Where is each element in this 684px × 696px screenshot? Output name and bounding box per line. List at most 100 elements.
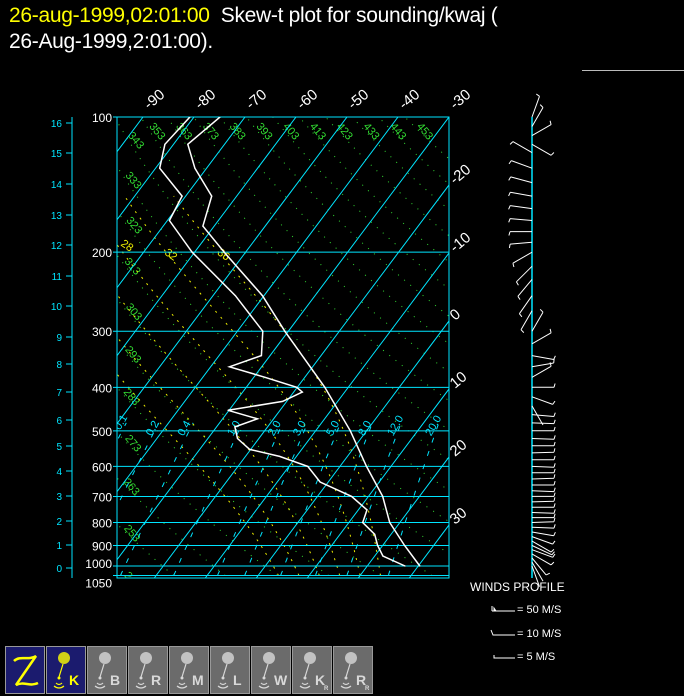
wind-barb [508,231,532,236]
dewpoint-point [264,376,266,378]
wind-barb [532,503,556,508]
toolbar-button-r[interactable]: R [128,646,168,694]
isotherm-line [117,117,348,425]
wind-barb [531,463,556,468]
dewpoint-point [228,366,231,368]
dewpoint-point [319,481,321,483]
wind-barb [518,295,533,318]
height-label: 8 [56,360,62,371]
wind-barb [508,218,533,223]
dry-adiabat-line [117,386,329,576]
sonde-dot-icon [262,676,266,680]
mixing-ratio-label: 2.0 [266,419,284,438]
radiosonde-icon [340,663,352,689]
wind-barb [532,492,556,497]
radiosonde-icon [53,663,65,689]
dry-adiabat-label: 343 [125,130,146,152]
dewpoint-point [234,295,237,297]
isotherm-right-label: 30 [447,504,471,528]
isotherm-top-label: -80 [192,86,220,113]
temperature-point [223,251,225,253]
dry-adiabat-line [117,477,226,576]
balloon-icon [58,652,70,664]
height-label: 5 [56,442,62,453]
dry-adiabat-label: 393 [254,121,275,143]
divider [582,70,684,71]
moist-adiabat-line [124,195,361,576]
winds-legend-title: WINDS PROFILE [470,580,565,594]
isotherm-line [117,117,297,357]
temperature-point [211,195,213,197]
wind-barb [532,480,556,486]
button-label: K [315,672,325,688]
sonde-dot-icon [139,676,143,680]
wind-barb [531,509,556,514]
dewpoint-point [191,251,193,253]
sonde-dot-icon [221,676,225,680]
legend-10ms: = 10 M/S [517,628,562,640]
dewpoint-line [158,117,406,567]
wind-barb [531,93,540,118]
wind-barb [531,419,556,425]
toolbar-button-zoom[interactable] [5,646,45,694]
isotherm-line [117,117,449,561]
wind-barb [531,561,544,582]
mixing-ratio-line [217,422,284,576]
height-label: 9 [56,333,62,344]
wind-barb [532,455,556,461]
radiosonde-icon [135,663,147,689]
wind-barb [531,549,556,558]
wind-barb [520,310,533,333]
wind-barb [531,553,555,566]
dewpoint-point [366,509,368,511]
sonde-dot-icon [344,676,348,680]
dry-adiabat-label: 383 [227,121,248,143]
balloon-icon [140,652,152,664]
moist-adiabat-label: 20 [50,253,67,270]
balloon-icon [99,652,111,664]
temperature-point [261,295,264,297]
isotherm-line [153,184,449,578]
wind-barb [531,497,556,503]
dewpoint-point [164,143,166,145]
moist-adiabat-label: 24 [76,247,93,264]
toolbar-button-l[interactable]: L [210,646,250,694]
moist-adiabat-label: 28 [118,238,135,255]
temperature-point [365,465,368,467]
isotherm-right-label: -20 [447,161,475,188]
dewpoint-point [404,565,406,567]
sonde-dot-icon [57,676,61,680]
toolbar-button-k[interactable]: K [46,646,86,694]
isotherm-line [204,252,449,578]
isotherm-right-label: -10 [447,229,475,256]
moist-adiabat-label: 16 [23,247,40,264]
button-label: R [356,672,366,688]
height-label: 10 [51,302,63,313]
button-label: R [151,672,161,688]
moist-adiabat-line [117,336,300,576]
temperature-point [382,495,384,498]
title-text: Skew-t plot for sounding/kwaj ( [220,4,498,27]
dry-adiabat-line [378,117,449,185]
isotherm-top-label: -70 [243,86,271,113]
balloon-icon [94,652,111,689]
legend-50ms: = 50 M/S [517,604,562,616]
wind-barb [531,120,552,137]
button-label: L [233,672,242,688]
wind-barb [531,565,540,587]
height-label: 12 [51,241,63,252]
pressure-label: 200 [92,246,112,260]
balloon-icon [258,652,275,689]
wind-barb [531,536,556,545]
isotherm-top-label: -50 [345,86,373,113]
dewpoint-point [376,544,379,547]
height-label: 0 [56,564,62,575]
dry-adiabat-label: 423 [334,121,355,143]
toolbar-button-b[interactable]: B [87,646,127,694]
wind-barb [532,468,556,474]
toolbar-button-w[interactable]: W [251,646,291,694]
dewpoint-point [260,355,262,357]
toolbar-button-m[interactable]: M [169,646,209,694]
